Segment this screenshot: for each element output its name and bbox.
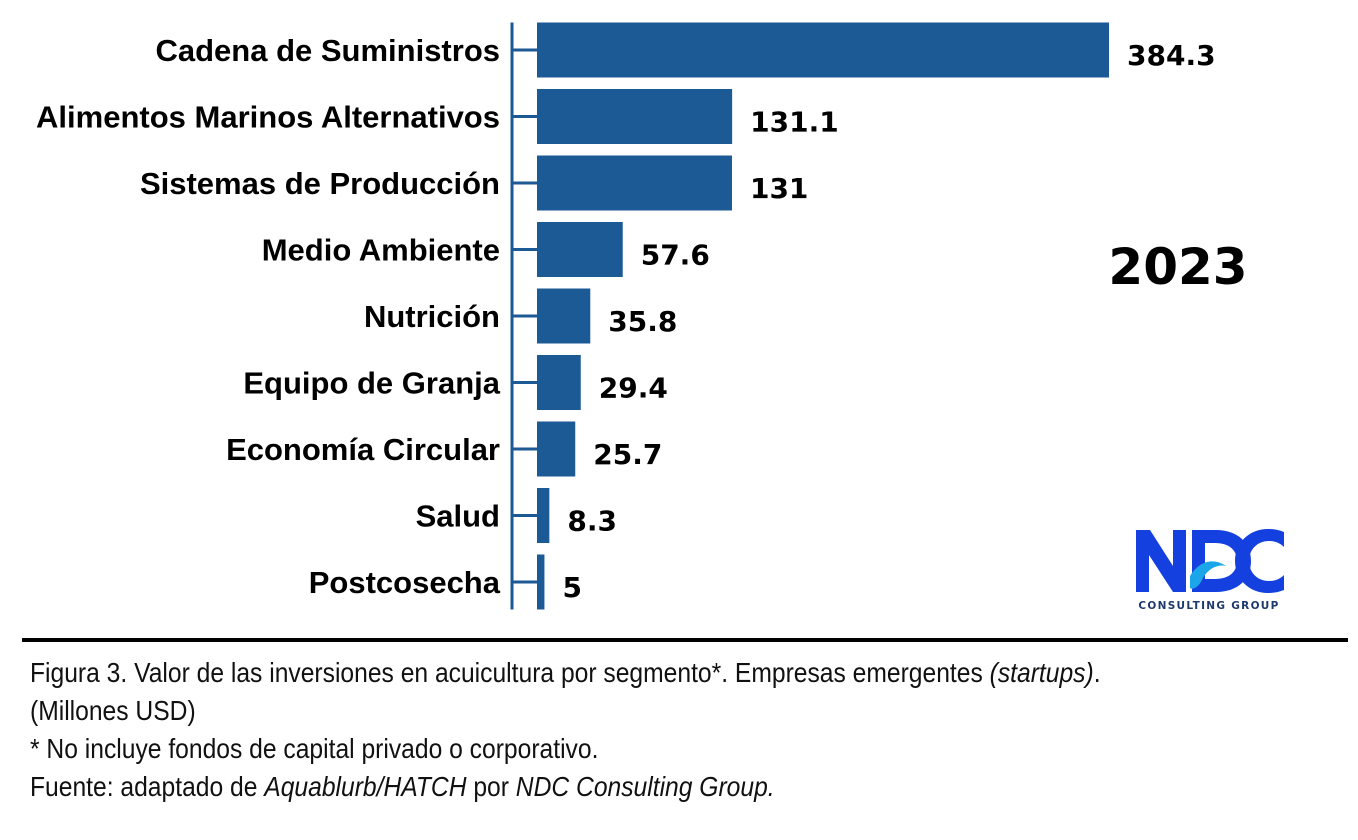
source-name: Aquablurb/HATCH (264, 771, 467, 802)
category-label: Salud (416, 499, 500, 534)
source-prefix: Fuente: adaptado de (30, 771, 265, 802)
labels-group: Cadena de Suministros 384.3 Alimentos Mari… (36, 33, 1216, 604)
caption-source: Fuente: adaptado de Aquablurb/HATCH por … (30, 768, 1183, 806)
category-label: Cadena de Suministros (155, 33, 500, 68)
category-label: Medio Ambiente (262, 233, 500, 268)
category-label: Nutrición (364, 299, 500, 334)
bar (537, 554, 545, 610)
bars-group (537, 22, 1109, 610)
logo-letter-d (1192, 530, 1251, 592)
source-author: NDC Consulting Group. (515, 771, 775, 802)
figure-caption: Figura 3. Valor de las inversiones en ac… (30, 654, 1183, 806)
caption-description: Valor de las inversiones en acuicultura … (127, 657, 990, 688)
logo-letter-c (1235, 529, 1284, 593)
caption-divider (22, 638, 1348, 642)
logo-letter-n (1136, 530, 1186, 592)
source-mid: por (466, 771, 516, 802)
value-label: 5 (562, 571, 581, 604)
caption-units: (Millones USD) (30, 695, 196, 726)
value-label: 8.3 (567, 505, 617, 538)
bar-chart: Cadena de Suministros 384.3 Alimentos Mari… (36, 22, 1284, 612)
value-label: 131 (750, 172, 808, 205)
ndc-logo: CONSULTING GROUP (1136, 529, 1284, 612)
value-label: 131.1 (750, 106, 839, 139)
bar (537, 222, 623, 277)
category-label: Postcosecha (309, 565, 501, 600)
category-label: Alimentos Marinos Alternativos (36, 100, 500, 135)
value-label: 384.3 (1127, 39, 1216, 72)
value-label: 35.8 (608, 305, 677, 338)
category-label: Sistemas de Producción (140, 166, 500, 201)
bar (537, 22, 1109, 78)
bar (537, 155, 732, 211)
year-annotation: 2023 (1108, 238, 1247, 296)
caption-startups: (startups) (989, 657, 1094, 688)
caption-footnote: * No incluye fondos de capital privado o… (30, 733, 599, 764)
logo-wave-icon (1190, 561, 1226, 589)
value-label: 29.4 (599, 372, 668, 405)
bar (537, 288, 591, 344)
figure-label: Figura 3. (30, 657, 128, 688)
category-label: Economía Circular (226, 432, 500, 467)
value-label: 25.7 (593, 438, 662, 471)
value-label: 57.6 (641, 239, 710, 272)
bar (537, 89, 733, 144)
logo-subtitle: CONSULTING GROUP (1138, 600, 1279, 612)
caption-line-1: Figura 3. Valor de las inversiones en ac… (30, 654, 1183, 692)
caption-period: . (1093, 657, 1101, 688)
bar (537, 421, 576, 477)
bar (537, 488, 550, 543)
category-axis (510, 22, 537, 610)
category-label: Equipo de Granja (243, 366, 500, 401)
bar (537, 355, 581, 410)
